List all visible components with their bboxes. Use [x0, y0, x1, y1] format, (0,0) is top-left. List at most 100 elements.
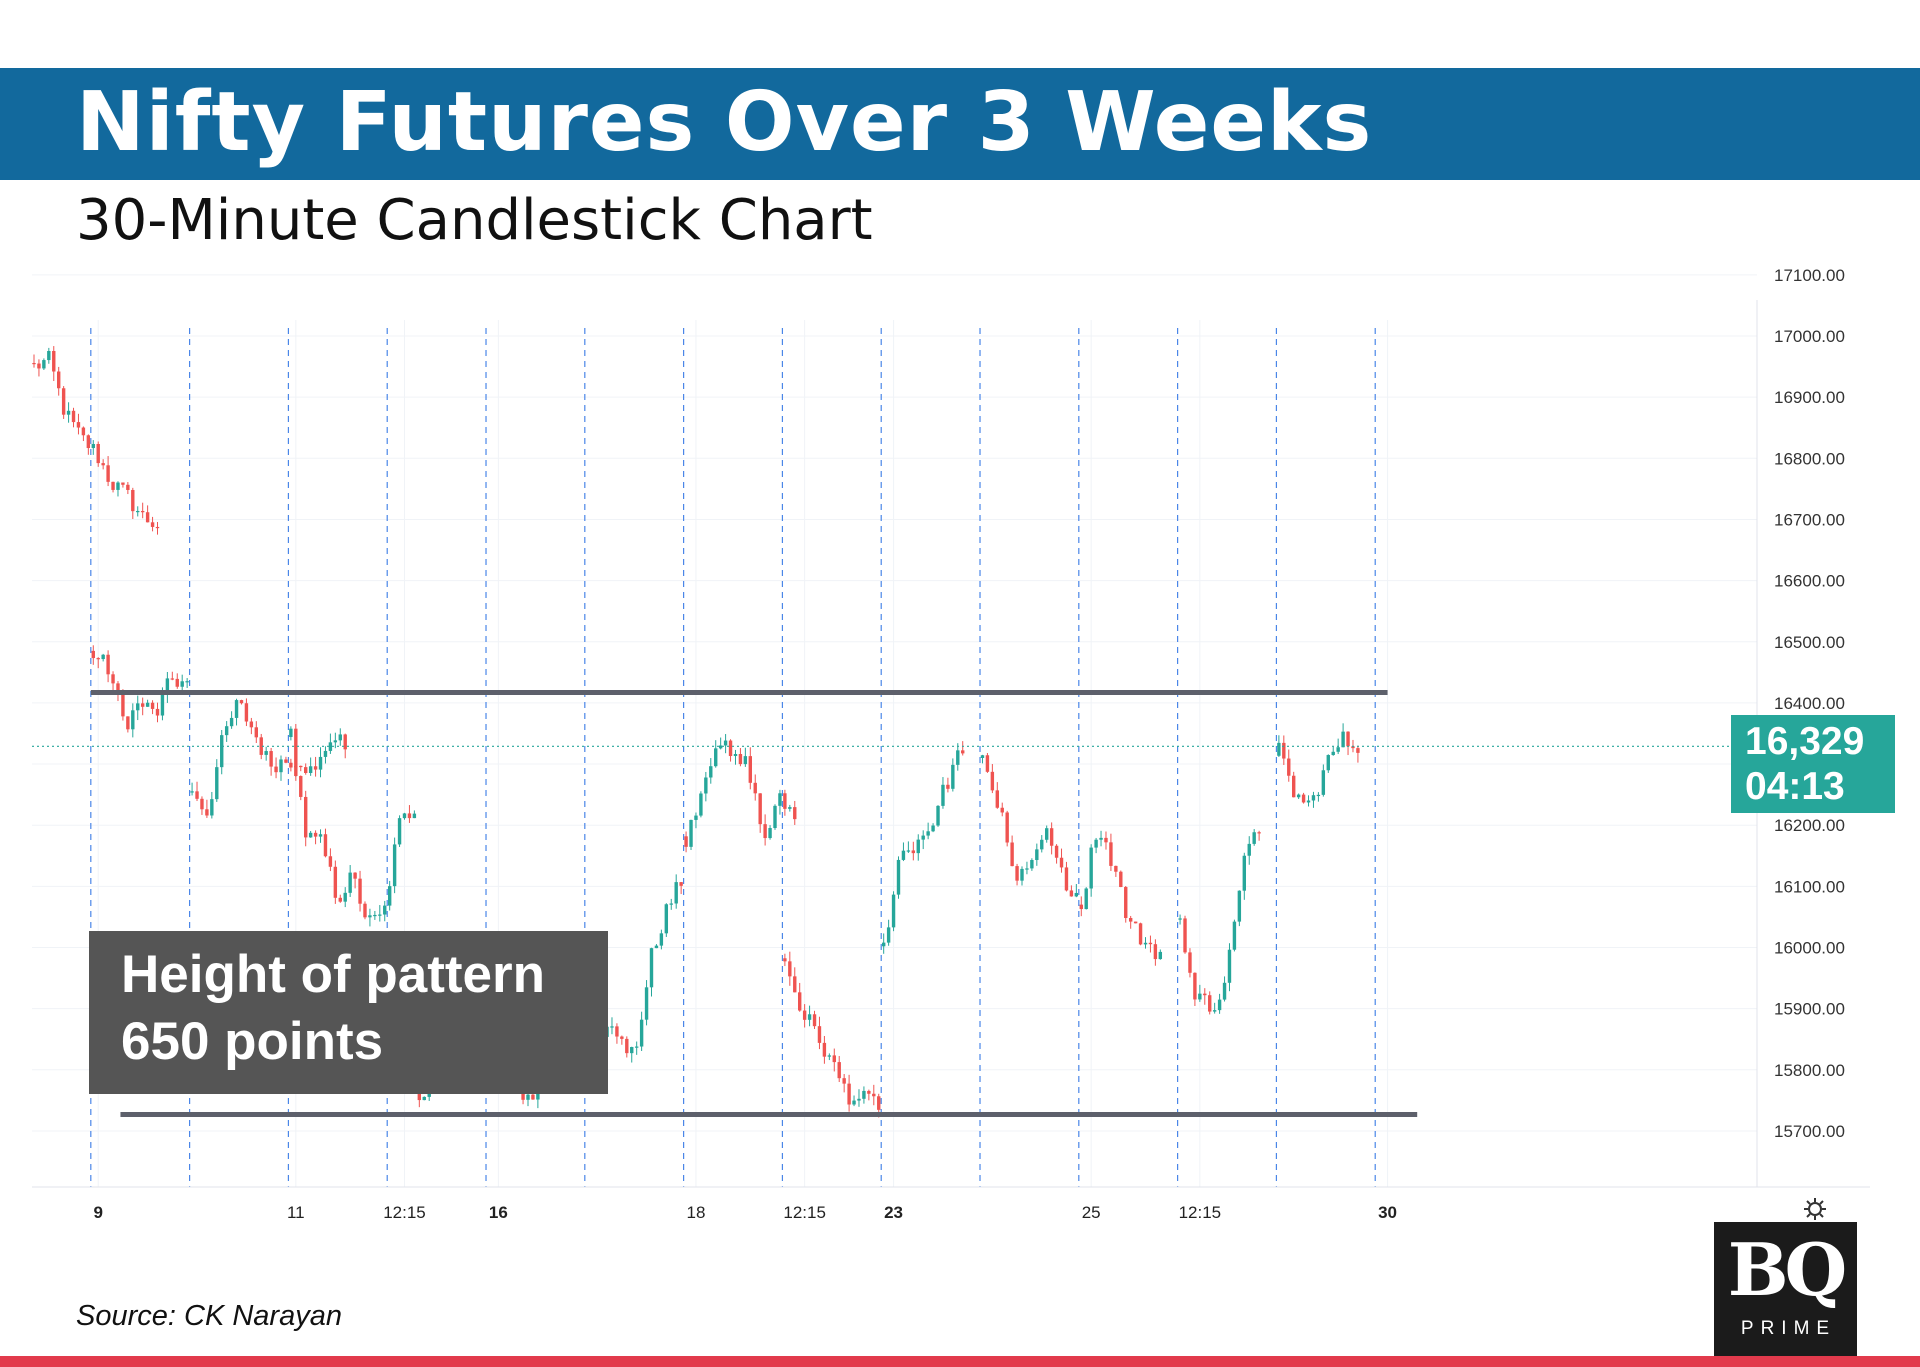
candle-body — [1237, 890, 1242, 922]
candle-down — [407, 805, 412, 823]
candle-body — [1277, 742, 1281, 756]
candle-body — [911, 850, 916, 854]
pattern-height-annotation: Height of pattern 650 points — [89, 931, 608, 1094]
candle-up — [951, 758, 955, 792]
candle-up — [639, 1011, 644, 1051]
candle-up — [916, 834, 920, 861]
candle-body — [353, 872, 357, 879]
candle-down — [259, 733, 263, 760]
candle-down — [328, 848, 333, 872]
candle-body — [304, 767, 308, 773]
x-tick-label: 12:15 — [783, 1203, 826, 1222]
candle-body — [1198, 993, 1202, 1000]
candle-down — [625, 1036, 629, 1058]
candle-down — [1188, 948, 1192, 978]
candle-body — [531, 1094, 535, 1100]
candle-up — [1040, 835, 1044, 853]
candle-body — [284, 759, 288, 763]
candle-up — [941, 777, 945, 809]
gear-icon[interactable] — [1804, 1198, 1826, 1220]
candle-body — [289, 762, 293, 768]
candle-body — [684, 836, 688, 847]
candle-body — [249, 721, 254, 728]
candle-up — [649, 947, 654, 997]
candle-body — [200, 798, 204, 810]
candle-down — [1356, 745, 1360, 763]
candle-down — [783, 953, 787, 967]
candle-down — [1015, 863, 1019, 886]
candle-body — [215, 767, 219, 800]
candle-down — [1124, 885, 1128, 923]
candle-up — [1178, 914, 1182, 925]
candle-down — [140, 502, 145, 519]
candle-up — [343, 887, 347, 908]
candle-body — [1326, 755, 1330, 771]
candle-body — [383, 905, 387, 915]
candle-body — [61, 388, 66, 415]
candle-body — [106, 465, 110, 482]
candle-body — [279, 759, 283, 773]
candle-body — [1104, 837, 1108, 843]
candle-body — [338, 897, 342, 902]
candle-body — [694, 815, 698, 820]
candle-down — [1193, 972, 1197, 1007]
candle-body — [1064, 867, 1069, 891]
candle-body — [896, 859, 901, 895]
candle-body — [116, 683, 120, 694]
candle-up — [397, 815, 402, 847]
candle-body — [136, 510, 140, 513]
candle-up — [264, 746, 268, 761]
candle-down — [738, 748, 743, 767]
candle-body — [1282, 742, 1286, 759]
candle-down — [615, 1023, 619, 1044]
candle-up — [1212, 1002, 1217, 1014]
candle-body — [807, 1014, 812, 1020]
candle-up — [1242, 852, 1246, 900]
candle-down — [343, 733, 347, 759]
candle-up — [931, 823, 935, 833]
candle-body — [812, 1014, 817, 1027]
candle-down — [620, 1035, 624, 1045]
x-tick-label: 12:15 — [383, 1203, 426, 1222]
candle-down — [333, 860, 338, 904]
candle-down — [1059, 848, 1064, 873]
candle-down — [111, 671, 115, 692]
candle-body — [1119, 871, 1123, 888]
y-tick-label: 16500.00 — [1774, 633, 1845, 652]
candle-body — [1193, 972, 1197, 1000]
candle-body — [1306, 800, 1311, 803]
candle-body — [155, 708, 160, 716]
candle-body — [254, 727, 258, 738]
candle-body — [116, 482, 120, 490]
candle-body — [788, 961, 792, 977]
candle-body — [185, 681, 189, 683]
candle-body — [289, 728, 293, 738]
candle-up — [659, 929, 664, 950]
candle-body — [1212, 1010, 1217, 1012]
candle-down — [788, 951, 792, 986]
candle-down — [872, 1084, 876, 1106]
candle-up — [368, 908, 372, 927]
candle-up — [718, 737, 723, 750]
candle-up — [318, 747, 323, 778]
candle-up — [1074, 884, 1079, 898]
candle-body — [91, 650, 95, 659]
candle-body — [180, 681, 184, 687]
candle-body — [145, 702, 150, 707]
candle-body — [817, 1026, 822, 1043]
candle-up — [1227, 943, 1232, 992]
candle-up — [1311, 791, 1316, 808]
candle-up — [42, 358, 46, 370]
candle-up — [333, 732, 338, 749]
candle-down — [1148, 935, 1153, 953]
y-tick-label: 16400.00 — [1774, 694, 1845, 713]
candle-up — [1217, 993, 1222, 1014]
candle-down — [995, 782, 999, 809]
candle-body — [783, 958, 787, 962]
candle-body — [654, 945, 659, 949]
candle-body — [1138, 923, 1143, 945]
candle-up — [387, 880, 392, 911]
candle-body — [714, 748, 718, 767]
candle-body — [679, 882, 683, 886]
candle-up — [694, 812, 698, 829]
